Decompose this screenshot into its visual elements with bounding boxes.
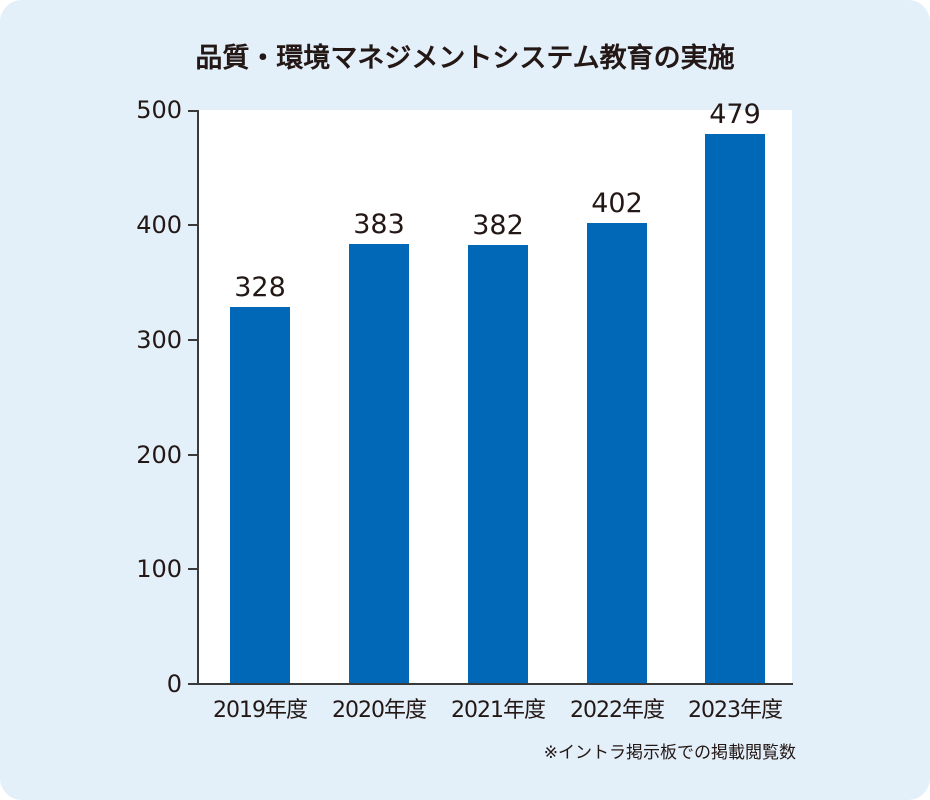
x-label-2020: 2020年度 [332,698,427,723]
y-tick-mark [188,568,198,570]
value-label-2019: 328 [234,272,286,304]
y-tick-label-0: 0 [166,670,182,698]
value-label-2022: 402 [591,187,643,219]
x-axis-line [188,683,793,685]
y-tick-mark [188,339,198,341]
bar-2022 [587,222,647,684]
bar-2023 [705,134,765,684]
y-tick-mark [188,110,198,112]
x-label-2023: 2023年度 [688,698,783,723]
bar-2021 [468,245,528,684]
x-label-2021: 2021年度 [451,698,546,723]
y-tick-label-300: 300 [136,326,182,354]
y-tick-label-200: 200 [136,441,182,469]
value-label-2023: 479 [709,99,761,131]
y-tick-label-100: 100 [136,555,182,583]
x-label-2019: 2019年度 [213,698,308,723]
footnote: ※イントラ掲示板での掲載閲覧数 [543,743,796,763]
y-tick-label-500: 500 [136,96,182,124]
y-axis-line [197,110,199,685]
bar-2020 [349,244,409,684]
y-tick-mark [188,224,198,226]
x-label-2022: 2022年度 [570,698,665,723]
chart-title: 品質・環境マネジメントシステム教育の実施 [195,43,735,74]
y-tick-label-400: 400 [136,211,182,239]
y-tick-mark [188,454,198,456]
bar-2019 [230,307,290,684]
value-label-2020: 383 [353,209,405,241]
value-label-2021: 382 [472,210,524,242]
